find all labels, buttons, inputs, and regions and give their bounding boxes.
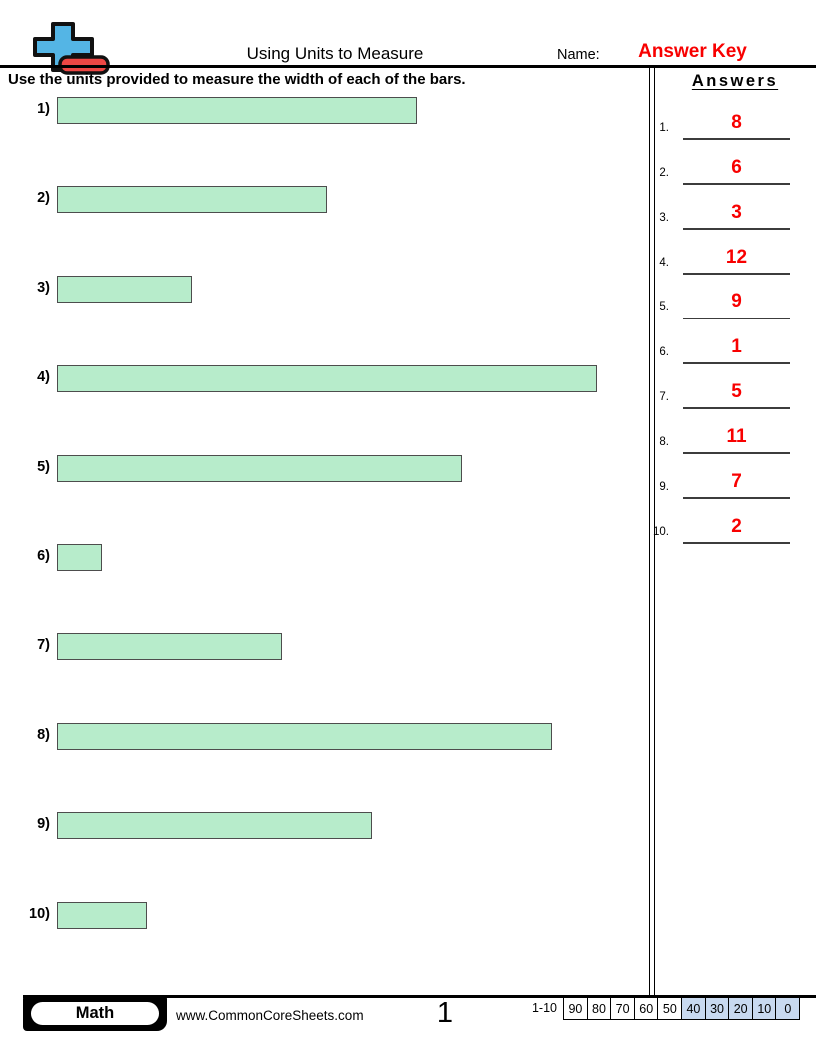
answer-row: 10. 2 xyxy=(640,515,800,544)
answer-index: 8. xyxy=(659,435,669,448)
problem-number: 5) xyxy=(37,458,50,475)
score-table: 90 80 70 60 50 40 30 20 10 0 xyxy=(563,997,801,1020)
footer-rule xyxy=(23,995,816,998)
score-cell: 80 xyxy=(586,997,612,1020)
answer-index: 4. xyxy=(659,256,669,269)
answer-value: 8 xyxy=(731,112,742,133)
problem-row: 6) xyxy=(0,544,640,571)
answer-value: 7 xyxy=(731,470,742,492)
answer-index: 10. xyxy=(653,525,669,538)
problem-number: 10) xyxy=(29,905,50,922)
answer-value: 12 xyxy=(725,246,748,268)
problems: 1) 2) 3) 4) 5) 6) 7) 8) 9) 10) xyxy=(0,97,640,929)
measure-bar xyxy=(57,186,327,214)
problem-number: 1) xyxy=(37,101,50,117)
answer-value: 1 xyxy=(731,336,742,358)
answers-divider xyxy=(649,68,655,995)
measure-bar xyxy=(57,454,462,482)
answers-header: Answers xyxy=(691,72,779,90)
problem-number: 2) xyxy=(37,190,50,207)
problem-row: 3) xyxy=(0,275,640,303)
answer-row: 7. 5 xyxy=(640,381,800,410)
answer-key-text: Answer Key xyxy=(638,41,747,62)
measure-bar xyxy=(57,812,372,840)
score-cell: 20 xyxy=(728,997,754,1020)
answer-index: 9. xyxy=(659,480,669,493)
answer-row: 9. 7 xyxy=(640,470,800,499)
score-cell: 0 xyxy=(775,997,801,1020)
answer-index: 7. xyxy=(659,391,669,404)
score-cell: 70 xyxy=(610,997,636,1020)
answer-row: 3. 3 xyxy=(640,201,800,230)
answer-index: 2. xyxy=(659,166,669,179)
answer-index: 6. xyxy=(659,346,669,359)
answer-value: 6 xyxy=(731,156,742,178)
measure-bar xyxy=(57,97,417,124)
score-cell: 90 xyxy=(563,997,588,1020)
measure-bar xyxy=(57,901,147,929)
problem-number: 9) xyxy=(37,816,50,833)
answer-index: 5. xyxy=(659,301,669,314)
problem-row: 7) xyxy=(0,633,640,661)
problem-number: 8) xyxy=(37,726,50,743)
measure-bar xyxy=(57,544,102,571)
measure-bar xyxy=(57,275,192,303)
problem-number: 3) xyxy=(37,279,50,296)
problem-row: 1) xyxy=(0,97,640,124)
answer-row: 8. 11 xyxy=(640,425,800,454)
answer-value: 2 xyxy=(731,515,742,537)
answer-blank-line xyxy=(683,362,790,365)
measure-bar xyxy=(57,633,282,661)
score-cell: 60 xyxy=(633,997,659,1020)
problem-row: 2) xyxy=(0,186,640,214)
score-cell: 50 xyxy=(657,997,683,1020)
instruction-text: Use the units provided to measure the wi… xyxy=(8,71,466,88)
answer-blank-line xyxy=(683,138,790,140)
answer-row: 1. 8 xyxy=(640,112,800,140)
problem-row: 8) xyxy=(0,722,640,750)
answer-value: 3 xyxy=(731,201,742,223)
answer-blank-line xyxy=(683,407,790,410)
answer-blank-line xyxy=(683,452,790,454)
website-text: www.CommonCoreSheets.com xyxy=(176,1008,364,1023)
measure-bar xyxy=(57,365,597,393)
measure-bar xyxy=(57,722,552,750)
subject-label: Math xyxy=(31,1002,159,1025)
problem-row: 5) xyxy=(0,454,640,482)
page-number: 1 xyxy=(436,997,454,1029)
header-rule xyxy=(0,65,816,68)
answer-blank-line xyxy=(683,497,790,499)
name-label: Name: xyxy=(557,47,600,63)
score-cell: 40 xyxy=(681,997,706,1020)
answer-index: 1. xyxy=(659,122,669,134)
answer-row: 2. 6 xyxy=(640,156,800,185)
answer-blank-line xyxy=(683,317,790,320)
answer-row: 5. 9 xyxy=(640,291,800,320)
problem-number: 7) xyxy=(37,637,50,654)
problem-row: 10) xyxy=(0,901,640,929)
answer-blank-line xyxy=(683,272,790,275)
answer-row: 4. 12 xyxy=(640,246,800,275)
answer-value: 11 xyxy=(726,425,747,447)
answer-blank-line xyxy=(683,183,790,185)
score-range-label: 1-10 xyxy=(531,1001,557,1015)
subject-badge: Math xyxy=(23,995,167,1031)
answer-value: 9 xyxy=(731,291,742,313)
answer-index: 3. xyxy=(659,211,669,224)
answer-blank-line xyxy=(683,227,790,230)
answer-row: 6. 1 xyxy=(640,336,800,365)
answer-blank-line xyxy=(683,541,790,544)
answer-value: 5 xyxy=(731,381,742,403)
problem-number: 4) xyxy=(37,369,50,386)
problem-row: 4) xyxy=(0,365,640,393)
score-cell: 30 xyxy=(704,997,730,1020)
page-title: Using Units to Measure xyxy=(246,44,424,63)
score-cell: 10 xyxy=(751,997,777,1020)
problem-number: 6) xyxy=(37,548,50,564)
answers-list: 1. 8 2. 6 3. 3 4. 12 5. 9 6. 1 7. 5 8. 11 9. 7 10. 2 xyxy=(640,112,800,544)
problem-row: 9) xyxy=(0,812,640,840)
